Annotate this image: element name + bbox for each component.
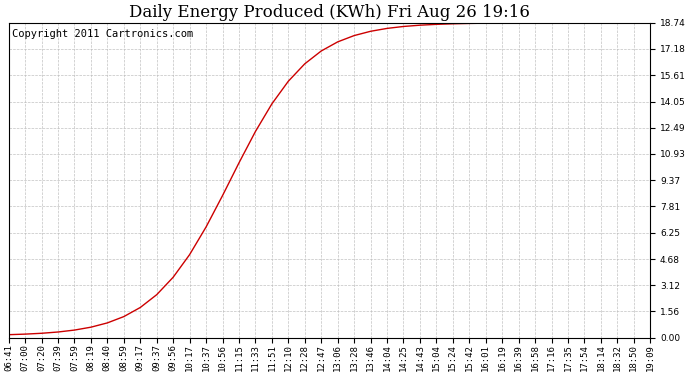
Title: Daily Energy Produced (KWh) Fri Aug 26 19:16: Daily Energy Produced (KWh) Fri Aug 26 1…	[129, 4, 530, 21]
Text: Copyright 2011 Cartronics.com: Copyright 2011 Cartronics.com	[12, 29, 193, 39]
